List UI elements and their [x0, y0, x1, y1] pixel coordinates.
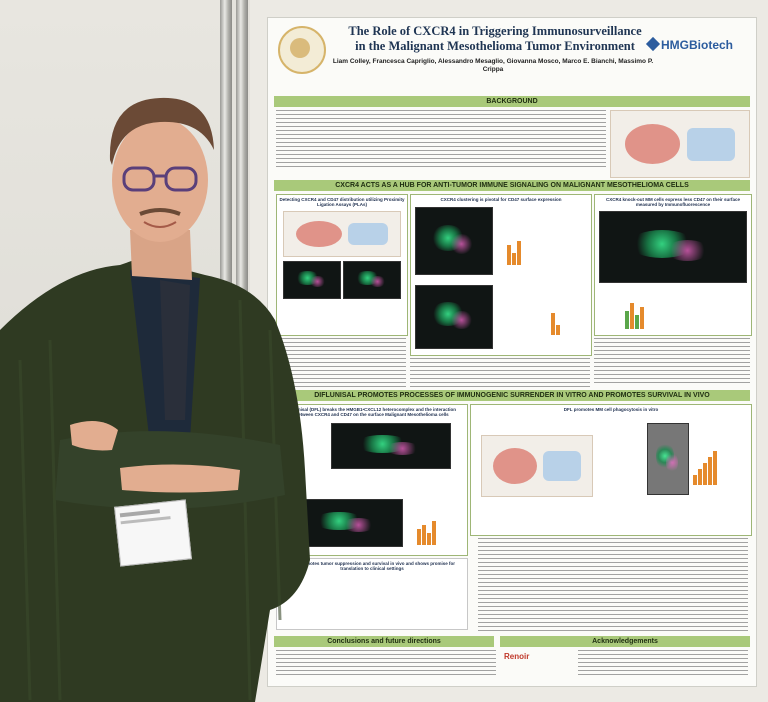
phagocytosis-schematic — [481, 435, 593, 497]
poster-title: The Role of CXCR4 in Triggering Immunosu… — [330, 24, 660, 54]
knockout-micrograph-grid — [599, 211, 747, 283]
conclusions-text — [276, 650, 496, 678]
section-hub-header: CXCR4 ACTS AS A HUB FOR ANTI-TUMOR IMMUN… — [274, 180, 750, 191]
section-background-header: BACKGROUND — [274, 96, 750, 107]
phagocytosis-bar-chart — [693, 445, 717, 485]
panel-dfl-break: Diflunisal (DFL) breaks the HMGB1•CXCL12… — [276, 404, 468, 556]
renoir-logo: Renoir — [504, 652, 530, 661]
panel-phagocytosis-title: DFL promotes MM cell phagocytosis in vit… — [563, 407, 659, 412]
survival-text — [478, 538, 748, 633]
knockout-bar-chart — [625, 295, 644, 329]
pla-micrograph — [283, 261, 341, 299]
section-diflunisal-header: DIFLUNISAL PROMOTES PROCESSES OF IMMUNOG… — [274, 390, 750, 401]
dfl-micrograph — [331, 423, 451, 469]
acknowledgements-header: Acknowledgements — [500, 636, 750, 647]
poster-stand-pole — [236, 0, 248, 702]
panel-knockout-if-title: CXCR4 knock-out MM cells express less CD… — [605, 197, 741, 207]
panel-pla-detection: Detecting CXCR4 and CD47 distribution ut… — [276, 194, 408, 336]
conclusions-header: Conclusions and future directions — [274, 636, 494, 647]
university-logo — [278, 26, 326, 74]
panel-knockout-if: CXCR4 knock-out MM cells express less CD… — [594, 194, 752, 336]
panel-cxcr4-clustering: CXCR4 clustering is pivotal for CD47 sur… — [410, 194, 592, 356]
acknowledgements-text — [578, 650, 748, 678]
panel-survival-title: DFL promotes tumor suppression and survi… — [289, 561, 455, 571]
clustering-bar-chart — [507, 235, 521, 265]
knockout-text — [594, 338, 750, 384]
panel-cxcr4-clustering-title: CXCR4 clustering is pivotal for CD47 sur… — [440, 197, 562, 202]
phagocytosis-micrograph — [647, 423, 689, 495]
hmgbiotech-logo: HMGBiotech — [648, 38, 733, 52]
panel-pla-detection-title: Detecting CXCR4 and CD47 distribution ut… — [279, 197, 405, 207]
clustering-micrograph — [415, 285, 493, 349]
poster-authors: Liam Colley, Francesca Capriglio, Alessa… — [332, 58, 654, 73]
pla-text — [276, 338, 406, 388]
scientific-poster: The Role of CXCR4 in Triggering Immunosu… — [268, 18, 756, 686]
dfl-micrograph — [291, 499, 403, 547]
tumor-environment-diagram — [610, 110, 750, 178]
dfl-bar-chart — [417, 515, 436, 545]
poster-stand-pole — [220, 0, 232, 702]
background-wall — [0, 0, 230, 702]
pla-micrograph — [343, 261, 401, 299]
clustering-bar-chart — [551, 305, 560, 335]
background-text — [276, 110, 606, 170]
poster-title-line1: The Role of CXCR4 in Triggering Immunosu… — [348, 24, 642, 38]
pla-schematic — [283, 211, 401, 257]
poster-title-line2: in the Malignant Mesothelioma Tumor Envi… — [355, 39, 635, 53]
panel-phagocytosis: DFL promotes MM cell phagocytosis in vit… — [470, 404, 752, 536]
conference-badge — [114, 499, 192, 567]
panel-dfl-break-title: Diflunisal (DFL) breaks the HMGB1•CXCL12… — [287, 407, 457, 417]
clustering-micrograph — [415, 207, 493, 275]
panel-survival-graphs: DFL promotes tumor suppression and survi… — [276, 558, 468, 630]
